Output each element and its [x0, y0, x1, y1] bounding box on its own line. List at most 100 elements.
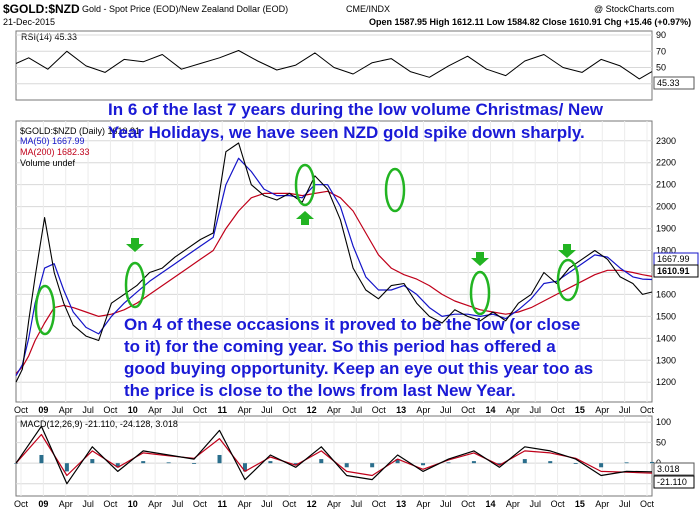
arrow-up-icon	[296, 211, 314, 225]
x-tick-label: Oct	[551, 499, 566, 509]
x-tick-label: 10	[128, 405, 138, 415]
x-tick-label: 09	[38, 405, 48, 415]
x-tick-label: Oct	[103, 405, 118, 415]
ma50-current-box: 1667.99	[653, 252, 699, 266]
macd-histogram-bar	[650, 461, 654, 464]
macd-histogram-bar	[217, 454, 222, 464]
macd-histogram-bar	[497, 463, 502, 466]
x-tick-label: 15	[575, 405, 585, 415]
annotation-top: In 6 of the last 7 years during the low …	[108, 100, 604, 142]
x-tick-label: Jul	[261, 499, 273, 509]
highlight-ring-12	[294, 163, 316, 207]
x-tick-label: Oct	[193, 499, 208, 509]
rsi-line	[15, 50, 653, 80]
x-tick-label: Oct	[551, 405, 566, 415]
x-tick-label: Jul	[172, 499, 184, 509]
macd-histogram-bar	[166, 462, 171, 464]
macd-histogram-bar	[39, 454, 44, 464]
chart-exchange: CME/INDX	[346, 4, 390, 14]
x-tick-label: Oct	[282, 405, 297, 415]
legend-volume: Volume undef	[20, 158, 76, 168]
x-tick-label: Apr	[595, 405, 609, 415]
price-line	[15, 142, 653, 383]
x-tick-label: Jul	[529, 499, 541, 509]
x-tick-label: 11	[217, 405, 227, 415]
arrow-down-icon	[126, 238, 144, 252]
y-tick-label: 1800	[656, 246, 676, 256]
x-tick-label: Apr	[148, 405, 162, 415]
highlight-ring-10	[124, 261, 146, 309]
y-tick-label: 70	[656, 46, 666, 56]
macd-histogram-bar	[14, 463, 18, 464]
x-tick-label: Oct	[640, 499, 655, 509]
x-tick-label: Jul	[261, 405, 273, 415]
x-tick-label: Oct	[282, 499, 297, 509]
macd-histogram-bar	[370, 463, 375, 468]
ma50-current-value: 1667.99	[657, 254, 690, 264]
annotation-bottom: On 4 of these occasions it proved to be …	[124, 315, 593, 400]
macd-histogram-bar	[624, 462, 629, 464]
x-tick-label: Jul	[529, 405, 541, 415]
highlight-rings	[34, 163, 580, 336]
x-tick-label: Apr	[148, 499, 162, 509]
x-tick-label: 15	[575, 499, 585, 509]
macd-legend: MACD(12,26,9) -21.110, -24.128, 3.018	[20, 419, 178, 429]
macd-histogram-bar	[548, 461, 553, 464]
macd-histogram-bar	[141, 461, 146, 464]
y-tick-label: 50	[656, 63, 666, 73]
y-tick-label: 2300	[656, 136, 676, 146]
rsi-legend: RSI(14) 45.33	[21, 32, 77, 42]
x-tick-label: 11	[217, 499, 227, 509]
x-tick-label: 10	[128, 499, 138, 509]
x-tick-label: Apr	[416, 405, 430, 415]
x-tick-label: Oct	[193, 405, 208, 415]
macd-histogram-bar	[599, 463, 604, 468]
macd-current-box: -21.110	[653, 475, 695, 489]
macd-current-value: -21.110	[657, 477, 687, 487]
x-tick-label: 13	[396, 405, 406, 415]
y-tick-label: 1200	[656, 377, 676, 387]
macd-histogram-bar	[242, 463, 247, 472]
x-tick-label: 14	[485, 499, 495, 509]
x-tick-label: Oct	[372, 499, 387, 509]
macd-histogram-bar	[395, 459, 400, 464]
y-tick-label: 1900	[656, 224, 676, 234]
x-tick-label: Apr	[327, 405, 341, 415]
x-tick-label: Apr	[59, 405, 73, 415]
ma50-line	[15, 157, 653, 377]
x-tick-label: Apr	[595, 499, 609, 509]
annotation-bottom-line-2: to it) for the coming year. So this peri…	[124, 337, 556, 356]
rsi-panel-frame	[15, 30, 653, 101]
chart-grid	[16, 34, 652, 496]
arrow-down-icon	[558, 244, 576, 258]
highlight-ring-15	[556, 258, 580, 302]
x-tick-label: Jul	[172, 405, 184, 415]
annotation-top-line-2: Year Holidays, we have seen NZD gold spi…	[108, 123, 585, 142]
chart-symbol: $GOLD:$NZD	[3, 2, 80, 16]
macd-histogram-bar	[192, 463, 197, 464]
macd-histogram-bar	[268, 461, 273, 464]
x-tick-label: Oct	[103, 499, 118, 509]
macd-histogram-bar	[573, 463, 578, 464]
macd-hist-current-value: 3.018	[657, 464, 680, 474]
rsi-current-box: 45.33	[653, 76, 695, 90]
y-tick-label: 2000	[656, 202, 676, 212]
highlight-ring-14	[469, 270, 491, 316]
y-tick-label: 1500	[656, 311, 676, 321]
x-tick-label: Oct	[461, 499, 476, 509]
close-current-box: 1610.91	[653, 264, 699, 278]
x-tick-label: Apr	[238, 499, 252, 509]
rsi-current-value: 45.33	[657, 78, 680, 88]
macd-hist-current-box: 3.018	[653, 462, 695, 476]
x-tick-label: Oct	[372, 405, 387, 415]
x-tick-label: Apr	[506, 499, 520, 509]
macd-histogram-bar	[319, 459, 324, 464]
x-tick-label: Apr	[59, 499, 73, 509]
x-tick-label: 14	[485, 405, 495, 415]
x-tick-label: 09	[38, 499, 48, 509]
x-tick-label: Apr	[506, 405, 520, 415]
chart-date: 21-Dec-2015	[3, 17, 55, 27]
annotation-bottom-line-3: good buying opportunity. Keep an eye out…	[124, 359, 593, 378]
y-tick-label: 100	[656, 417, 671, 427]
macd-histogram-bar	[471, 461, 476, 464]
